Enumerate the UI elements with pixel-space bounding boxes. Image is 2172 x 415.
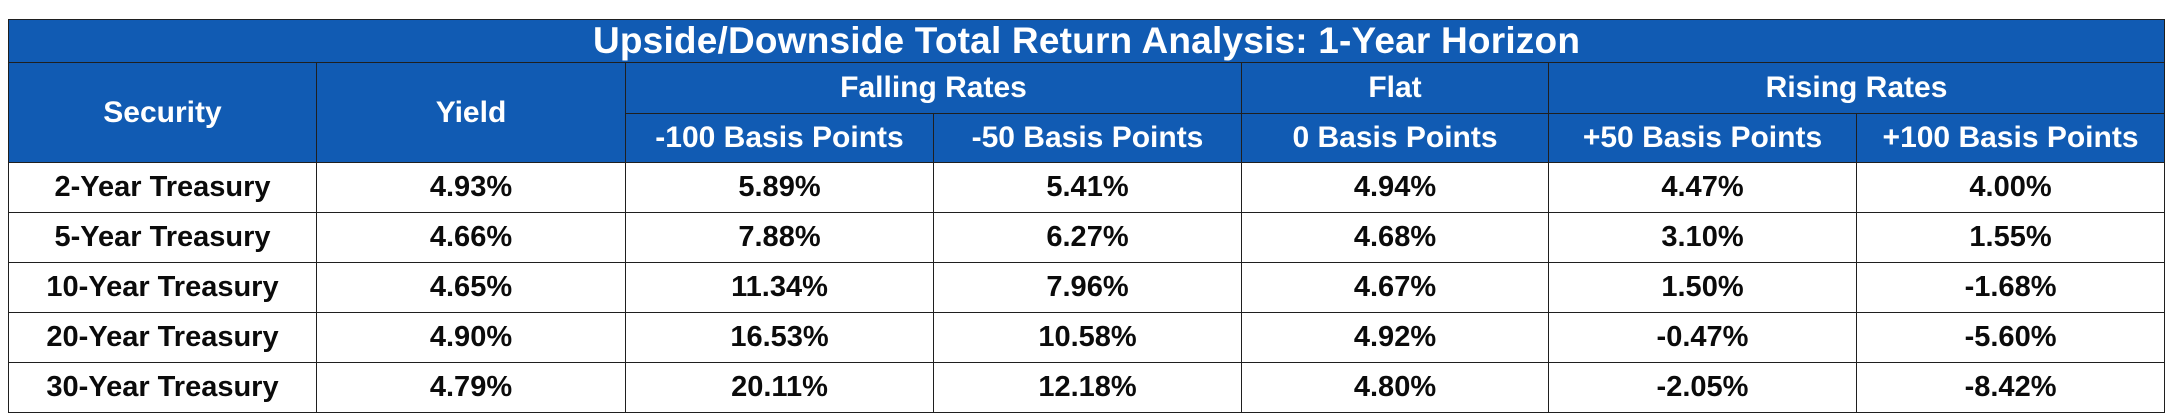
return-cell: 7.88% bbox=[625, 212, 934, 263]
header-0-bp: 0 Basis Points bbox=[1241, 113, 1549, 163]
return-cell: 1.50% bbox=[1548, 262, 1857, 313]
table-row: 20-Year Treasury 4.90% 16.53% 10.58% 4.9… bbox=[8, 312, 2166, 363]
return-cell: 4.92% bbox=[1241, 312, 1549, 363]
table-title: Upside/Downside Total Return Analysis: 1… bbox=[7, 19, 2166, 63]
return-cell: -0.47% bbox=[1548, 312, 1857, 363]
return-cell: 3.10% bbox=[1548, 212, 1857, 263]
yield-cell: 4.79% bbox=[316, 362, 626, 413]
header-plus-50-bp: +50 Basis Points bbox=[1548, 113, 1857, 163]
yield-cell: 4.65% bbox=[316, 262, 626, 313]
header-security: Security bbox=[8, 62, 317, 163]
header-rising-rates: Rising Rates bbox=[1547, 62, 2166, 114]
yield-cell: 4.66% bbox=[316, 212, 626, 263]
yield-cell: 4.90% bbox=[316, 312, 626, 363]
table-row: 5-Year Treasury 4.66% 7.88% 6.27% 4.68% … bbox=[8, 212, 2166, 263]
return-cell: -8.42% bbox=[1855, 362, 2166, 413]
security-cell: 30-Year Treasury bbox=[8, 362, 317, 413]
table-row: 2-Year Treasury 4.93% 5.89% 5.41% 4.94% … bbox=[8, 162, 2166, 213]
header-minus-100-bp: -100 Basis Points bbox=[625, 113, 934, 163]
return-cell: 20.11% bbox=[625, 362, 934, 413]
return-cell: 16.53% bbox=[625, 312, 934, 363]
return-cell: 6.27% bbox=[933, 212, 1242, 263]
security-cell: 5-Year Treasury bbox=[8, 212, 317, 263]
return-cell: 11.34% bbox=[625, 262, 934, 313]
header-plus-100-bp: +100 Basis Points bbox=[1855, 113, 2166, 163]
security-cell: 10-Year Treasury bbox=[8, 262, 317, 313]
return-cell: 5.41% bbox=[933, 162, 1242, 213]
return-cell: 5.89% bbox=[625, 162, 934, 213]
return-cell: 4.68% bbox=[1241, 212, 1549, 263]
return-cell: -1.68% bbox=[1855, 262, 2166, 313]
security-cell: 20-Year Treasury bbox=[8, 312, 317, 363]
return-cell: 7.96% bbox=[933, 262, 1242, 313]
table-row: 10-Year Treasury 4.65% 11.34% 7.96% 4.67… bbox=[8, 262, 2166, 313]
header-yield: Yield bbox=[316, 62, 626, 163]
return-cell: 4.47% bbox=[1548, 162, 1857, 213]
return-cell: 12.18% bbox=[933, 362, 1242, 413]
return-analysis-table-container: Upside/Downside Total Return Analysis: 1… bbox=[7, 19, 2166, 413]
return-cell: 4.80% bbox=[1241, 362, 1549, 413]
table-row: 30-Year Treasury 4.79% 20.11% 12.18% 4.8… bbox=[8, 362, 2166, 413]
yield-cell: 4.93% bbox=[316, 162, 626, 213]
header-minus-50-bp: -50 Basis Points bbox=[933, 113, 1242, 163]
return-cell: 4.94% bbox=[1241, 162, 1549, 213]
return-cell: 10.58% bbox=[933, 312, 1242, 363]
return-cell: 1.55% bbox=[1855, 212, 2166, 263]
return-cell: -5.60% bbox=[1855, 312, 2166, 363]
return-cell: -2.05% bbox=[1548, 362, 1857, 413]
return-analysis-table: Upside/Downside Total Return Analysis: 1… bbox=[7, 19, 2166, 413]
return-cell: 4.67% bbox=[1241, 262, 1549, 313]
header-falling-rates: Falling Rates bbox=[625, 62, 1242, 114]
header-flat: Flat bbox=[1241, 62, 1549, 114]
security-cell: 2-Year Treasury bbox=[8, 162, 317, 213]
return-cell: 4.00% bbox=[1855, 162, 2166, 213]
